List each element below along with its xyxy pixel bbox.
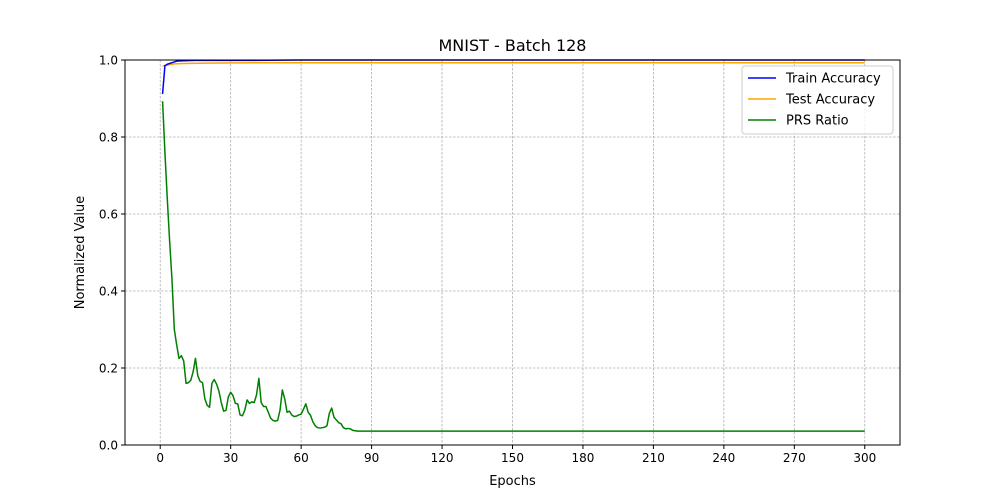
legend-label-train-accuracy: Train Accuracy xyxy=(785,72,881,87)
series-line-prs-ratio xyxy=(161,101,865,432)
y-tick-label: 0.8 xyxy=(99,131,118,145)
x-tick-label: 270 xyxy=(783,451,806,465)
legend-label-prs-ratio: PRS Ratio xyxy=(786,114,849,129)
x-tick-label: 210 xyxy=(642,451,665,465)
y-tick-label: 0.0 xyxy=(99,439,118,453)
legend-label-test-accuracy: Test Accuracy xyxy=(785,93,875,108)
y-tick-label: 0.2 xyxy=(99,362,118,376)
legend: Train Accuracy Test Accuracy PRS Ratio xyxy=(741,65,894,135)
x-tick-label: 60 xyxy=(293,451,308,465)
x-tick-label: 240 xyxy=(712,451,735,465)
y-tick-label: 0.4 xyxy=(99,285,118,299)
x-tick-label: 0 xyxy=(156,451,164,465)
chart-title: MNIST - Batch 128 xyxy=(439,36,587,55)
y-tick-label: 1.0 xyxy=(99,54,118,68)
x-tick-label: 150 xyxy=(501,451,524,465)
x-tick-label: 180 xyxy=(572,451,595,465)
x-tick-label: 30 xyxy=(223,451,238,465)
x-tick-label: 90 xyxy=(364,451,379,465)
y-axis-label: Normalized Value xyxy=(73,196,88,310)
x-tick-label: 120 xyxy=(431,451,454,465)
legend-box xyxy=(741,65,894,135)
x-axis-label: Epochs xyxy=(489,474,536,489)
x-tick-label: 300 xyxy=(853,451,876,465)
y-tick-label: 0.6 xyxy=(99,208,118,222)
axis-ticks: 0 30 60 90 120 150 180 210 240 270 300 0.0 0.2 0.4 0.6… xyxy=(99,54,876,466)
